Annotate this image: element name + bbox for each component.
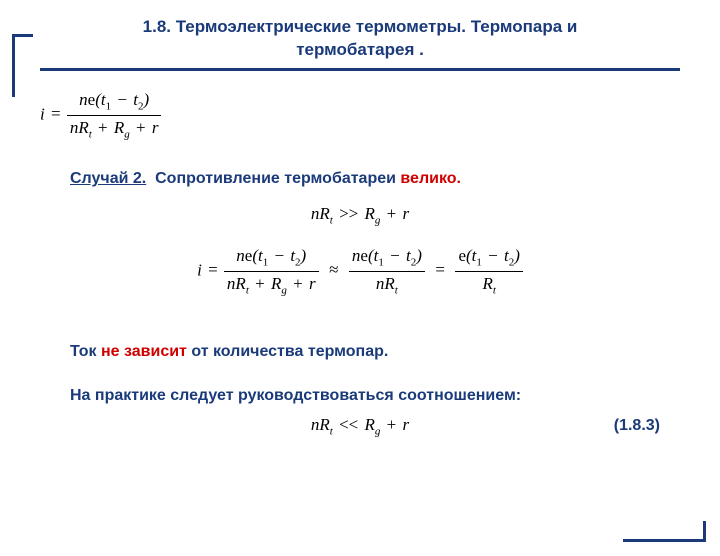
formula-initial: i = ne(t1 − t2) nRt + Rg + r [40,89,720,142]
formula-condition: nRt >> Rg + r [0,204,720,226]
stmt1-b: от количества термопар. [191,343,388,360]
formula-chain: i = ne(t1 − t2) nRt + Rg + r ≈ ne(t1 − t… [0,245,720,298]
title-line-1: 1.8. Термоэлектрические термометры. Терм… [143,17,578,36]
corner-decor-top-left [12,34,33,97]
stmt1-a: Ток [70,343,97,360]
case-2-label: Случай 2. [70,170,146,187]
page-title: 1.8. Термоэлектрические термометры. Терм… [60,16,660,62]
stmt1-red: не зависит [101,343,187,360]
statement-independence: Ток не зависит от количества термопар. [70,343,720,361]
case-2-heading: Случай 2. Сопротивление термобатареи вел… [70,170,720,188]
formula-final: nRt << Rg + r [311,415,409,437]
corner-decor-bottom-right [623,521,706,542]
equation-number: (1.8.3) [614,417,660,435]
case-2-highlight: велико. [400,170,461,187]
case-2-text: Сопротивление термобатареи [155,170,396,187]
title-line-2: термобатарея . [296,40,424,59]
statement-practice: На практике следует руководствоваться со… [70,387,720,405]
formula-final-row: nRt << Rg + r (1.8.3) [0,415,720,443]
title-underline [40,68,680,71]
